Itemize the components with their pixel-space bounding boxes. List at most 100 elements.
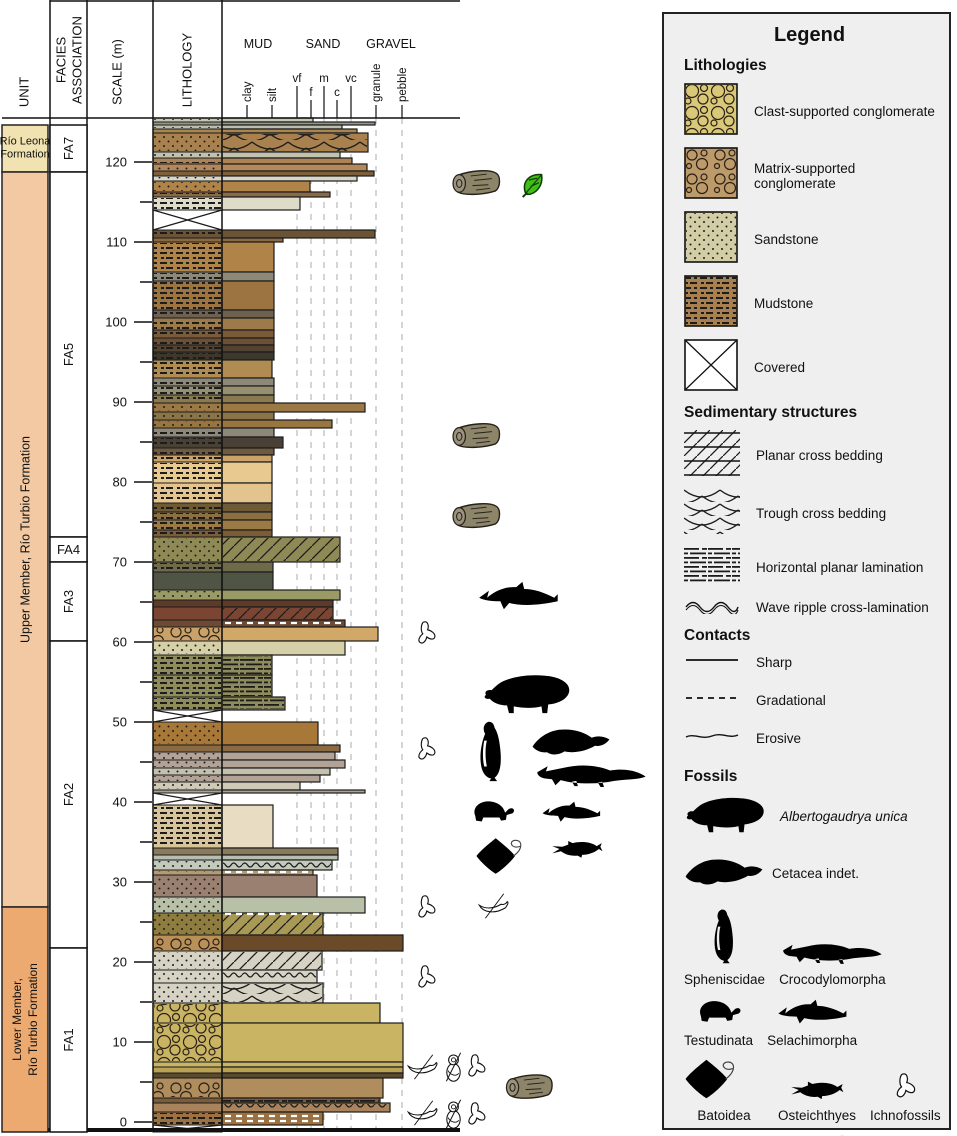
- fossil-fish: Osteichthyes: [778, 1080, 856, 1123]
- bed-strip: [152, 606, 223, 621]
- bed-profile: [221, 759, 346, 769]
- bed-profile: [221, 377, 275, 387]
- bed-strip-pattern: [154, 346, 221, 351]
- bed-profile: [221, 589, 341, 601]
- bed-strip-pattern: [154, 361, 221, 377]
- turtle-icon-wrap: [693, 997, 745, 1030]
- bed-structure-ripple: [223, 971, 316, 982]
- scale-number: 40: [113, 795, 127, 810]
- structure-ripple: Wave ripple cross-lamination: [684, 596, 935, 619]
- bed-strip-pattern: [154, 936, 221, 950]
- fossil-legend-row: Cetacea indet.: [684, 855, 935, 892]
- fossil-croc: Crocodylomorpha: [779, 940, 886, 987]
- bed-profile: [221, 157, 353, 165]
- bed-structure-ripple: [223, 861, 331, 869]
- fossil-occurrences: [407, 169, 646, 1129]
- penguin-icon: [480, 721, 501, 782]
- bed-profile: [221, 896, 366, 914]
- fish-icon: [791, 1081, 844, 1100]
- unit-band: [1, 124, 49, 173]
- unit-band: [1, 906, 49, 1133]
- unit-label: Upper Member, Río Turbio Formation: [18, 436, 32, 643]
- bed-strip-pattern: [154, 984, 221, 1002]
- ichno-icon-wrap: [892, 1072, 918, 1105]
- bed-strip-pattern: [154, 531, 221, 536]
- gastropod-icon: [445, 1052, 462, 1082]
- fossil-whale: Cetacea indet.: [684, 855, 859, 892]
- facies-box: [49, 561, 88, 642]
- bed-profile: [221, 309, 275, 319]
- bed-strip-pattern: [154, 231, 221, 237]
- bed-strip-pattern: [154, 198, 221, 209]
- bed-structure-trough: [223, 134, 367, 151]
- lithology-matrix-label: Matrix-supported conglomerate: [754, 160, 856, 191]
- facies-label: FA5: [61, 343, 76, 366]
- bed-profile: [221, 385, 275, 396]
- bed-strip-pattern: [154, 698, 221, 709]
- bed-strip-pattern: [154, 783, 221, 789]
- bed-strip-pattern: [154, 656, 221, 674]
- bed-strip-pattern: [154, 421, 221, 427]
- penguin-icon-wrap: [708, 908, 742, 969]
- bed-profile: [221, 419, 333, 429]
- bed-profile: [221, 934, 404, 952]
- whale-icon: [532, 729, 610, 755]
- covered-x: [152, 709, 223, 723]
- bed-structure-trough: [223, 984, 322, 1002]
- unit-band: [1, 171, 49, 908]
- scale-number: 60: [113, 635, 127, 650]
- legend-body: Lithologies Clast-supported conglomerate M…: [684, 57, 941, 1136]
- bed-strip-pattern: [154, 971, 221, 982]
- bed-profile: [221, 271, 275, 282]
- bed-strip-pattern: [154, 429, 221, 436]
- bed-profile: [221, 128, 358, 134]
- bed-profile: [221, 874, 318, 898]
- bed-strip-pattern: [154, 538, 221, 561]
- bed-strip-pattern: [154, 273, 221, 280]
- lithology-mud: Mudstone: [684, 275, 935, 332]
- bed-strip-pattern: [154, 413, 221, 419]
- bed-profile: [221, 1111, 324, 1126]
- fossil-label: Selachimorpha: [767, 1033, 858, 1048]
- grain-tick-label: vc: [345, 73, 357, 85]
- bed-structure-ripple: [223, 1104, 389, 1111]
- ichno-icon: [896, 1073, 916, 1098]
- log-icon: [452, 169, 501, 196]
- bed-strip: [152, 571, 223, 591]
- bed-profile: [221, 280, 275, 311]
- log-icon: [452, 422, 501, 449]
- bed-profile: [221, 561, 274, 573]
- bed-strip: [152, 847, 223, 856]
- structure-hlam: Horizontal planar lamination: [684, 546, 935, 589]
- contact-erosive-label: Erosive: [756, 731, 802, 746]
- contact-sharp-label: Sharp: [756, 654, 793, 670]
- bed-strip-pattern: [154, 871, 221, 874]
- fossil-label: Testudinata: [684, 1033, 754, 1048]
- bed-strip-pattern: [154, 449, 221, 454]
- bed-profile: [221, 774, 321, 783]
- bed-strip-pattern: [154, 339, 221, 344]
- lithology-covered-swatch: [684, 339, 738, 396]
- bed-structure-hlam: [223, 698, 284, 709]
- facies-label: FA1: [61, 1028, 76, 1051]
- bed-profile: [221, 502, 273, 513]
- bed-profile: [221, 869, 314, 876]
- bed-strip-pattern: [154, 126, 221, 128]
- bed-strip-pattern: [154, 876, 221, 896]
- bed-profile: [221, 447, 275, 456]
- bed-profile: [221, 191, 331, 198]
- scale-number: 110: [106, 235, 127, 250]
- fossil-legend-row: Testudinata Selachimorpha: [684, 997, 935, 1048]
- unit-label: Río Leona: [0, 136, 51, 148]
- bed-strip-pattern: [154, 438, 221, 447]
- bed-strip-pattern: [154, 806, 221, 847]
- contact-erosive-swatch: [684, 729, 740, 748]
- bed-profile: [221, 1061, 404, 1068]
- scale-number: 80: [113, 475, 127, 490]
- bed-profile: [221, 1002, 381, 1024]
- structure-hlam-label: Horizontal planar lamination: [756, 560, 924, 575]
- bed-strip-pattern: [154, 521, 221, 529]
- bed-strip-pattern: [154, 914, 221, 934]
- covered-x: [152, 209, 223, 231]
